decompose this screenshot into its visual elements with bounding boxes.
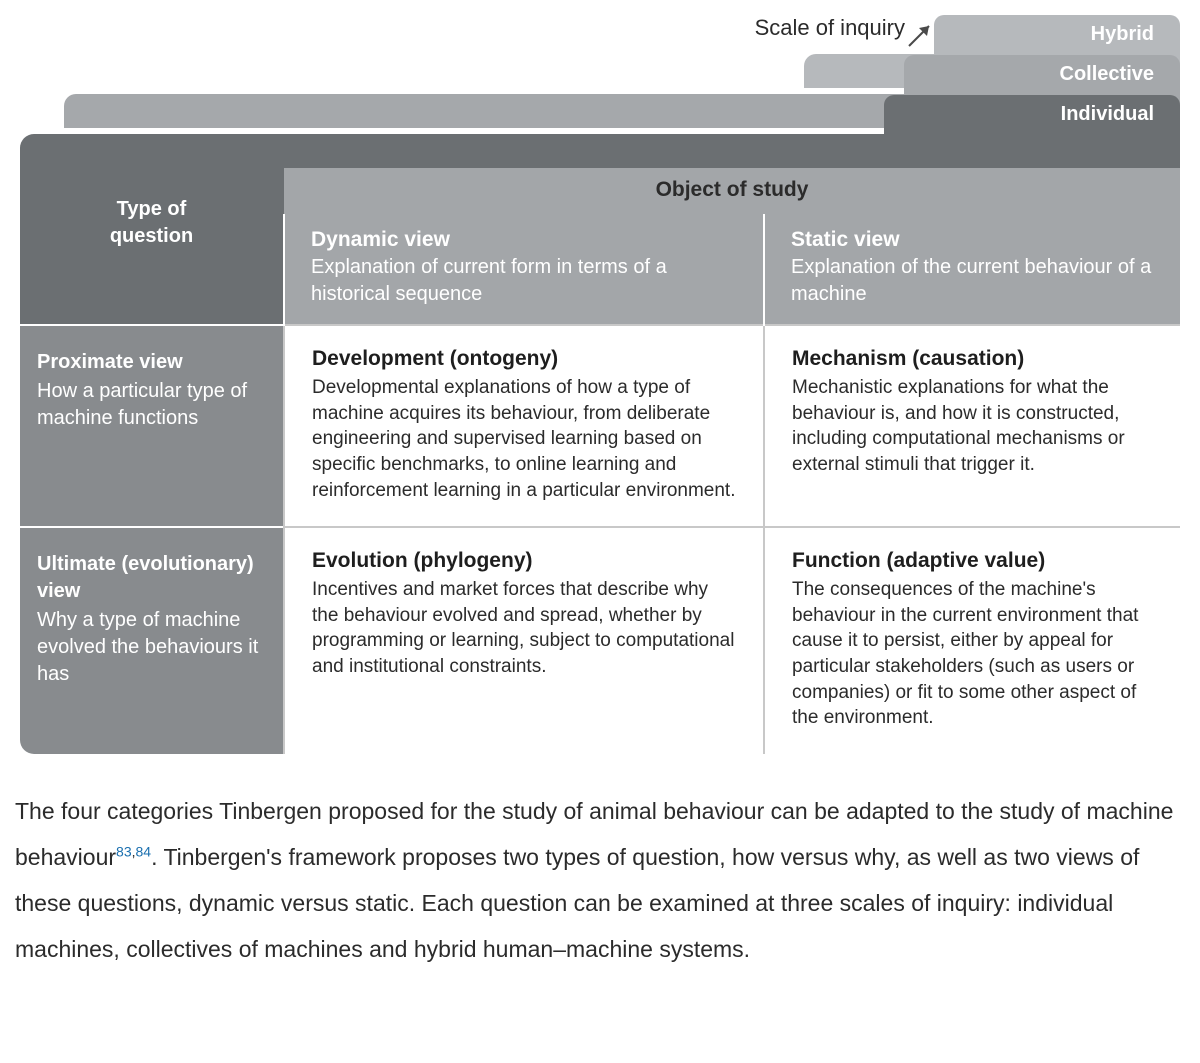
header-type-of-question-l2: question [110, 225, 193, 247]
cell-mechanism-body: Mechanistic explanations for what the be… [792, 375, 1155, 478]
cell-mechanism-title: Mechanism (causation) [792, 347, 1155, 371]
row-ultimate-label: Ultimate (evolutionary) view Why a type … [20, 527, 284, 754]
tab-individual: Individual [884, 95, 1180, 135]
cell-development-title: Development (ontogeny) [312, 347, 738, 371]
tab-collective-label: Collective [1060, 63, 1154, 85]
header-static-view: Static view Explanation of the current b… [764, 214, 1180, 325]
cell-evolution: Evolution (phylogeny) Incentives and mar… [284, 527, 764, 754]
tab-individual-label: Individual [1061, 103, 1154, 125]
header-dynamic-view: Dynamic view Explanation of current form… [284, 214, 764, 325]
cell-development: Development (ontogeny) Developmental exp… [284, 325, 764, 527]
row-ultimate: Ultimate (evolutionary) view Why a type … [20, 527, 1180, 754]
cell-evolution-title: Evolution (phylogeny) [312, 549, 738, 573]
figure-container: Scale of inquiry Hybrid Collective Indiv… [15, 10, 1185, 754]
cell-function-title: Function (adaptive value) [792, 549, 1155, 573]
tab-hybrid-label: Hybrid [1091, 23, 1154, 45]
scale-of-inquiry-tabs: Scale of inquiry Hybrid Collective Indiv… [15, 10, 1185, 168]
cell-mechanism: Mechanism (causation) Mechanistic explan… [764, 325, 1180, 527]
caption-ref-84[interactable]: 84 [136, 843, 152, 859]
header-type-of-question: Type of question [20, 168, 284, 325]
row-proximate-label: Proximate view How a particular type of … [20, 325, 284, 527]
row-ultimate-title: Ultimate (evolutionary) view [37, 551, 266, 605]
cell-function-body: The consequences of the machine's behavi… [792, 577, 1155, 731]
caption-refs: 83,84 [116, 843, 151, 859]
cell-evolution-body: Incentives and market forces that descri… [312, 577, 738, 680]
header-type-of-question-l1: Type of [117, 198, 187, 220]
header-dynamic-sub: Explanation of current form in terms of … [311, 254, 737, 308]
scale-of-inquiry-label: Scale of inquiry [755, 15, 905, 41]
row-proximate-title: Proximate view [37, 349, 266, 376]
figure-caption: The four categories Tinbergen proposed f… [15, 788, 1185, 972]
header-dynamic-title: Dynamic view [311, 228, 737, 252]
caption-ref-83[interactable]: 83 [116, 843, 132, 859]
tab-individual-body [20, 134, 1180, 168]
header-static-title: Static view [791, 228, 1154, 252]
cell-development-body: Developmental explanations of how a type… [312, 375, 738, 503]
tab-collective: Collective [904, 55, 1180, 95]
row-proximate: Proximate view How a particular type of … [20, 325, 1180, 527]
header-row-1: Type of question Object of study [20, 168, 1180, 214]
row-proximate-sub: How a particular type of machine functio… [37, 378, 266, 432]
tab-hybrid: Hybrid [934, 15, 1180, 55]
tinbergen-table: Type of question Object of study Dynamic… [20, 168, 1180, 754]
header-static-sub: Explanation of the current behaviour of … [791, 254, 1154, 308]
arrow-icon [903, 18, 937, 52]
row-ultimate-sub: Why a type of machine evolved the behavi… [37, 607, 266, 688]
caption-post: . Tinbergen's framework proposes two typ… [15, 844, 1139, 962]
header-object-of-study: Object of study [284, 168, 1180, 214]
cell-function: Function (adaptive value) The consequenc… [764, 527, 1180, 754]
